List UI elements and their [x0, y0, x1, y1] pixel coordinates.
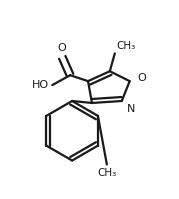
Text: O: O [58, 43, 67, 53]
Text: CH₃: CH₃ [97, 169, 117, 179]
Text: HO: HO [32, 80, 49, 90]
Text: CH₃: CH₃ [117, 41, 136, 51]
Text: O: O [138, 73, 146, 83]
Text: N: N [127, 104, 135, 114]
